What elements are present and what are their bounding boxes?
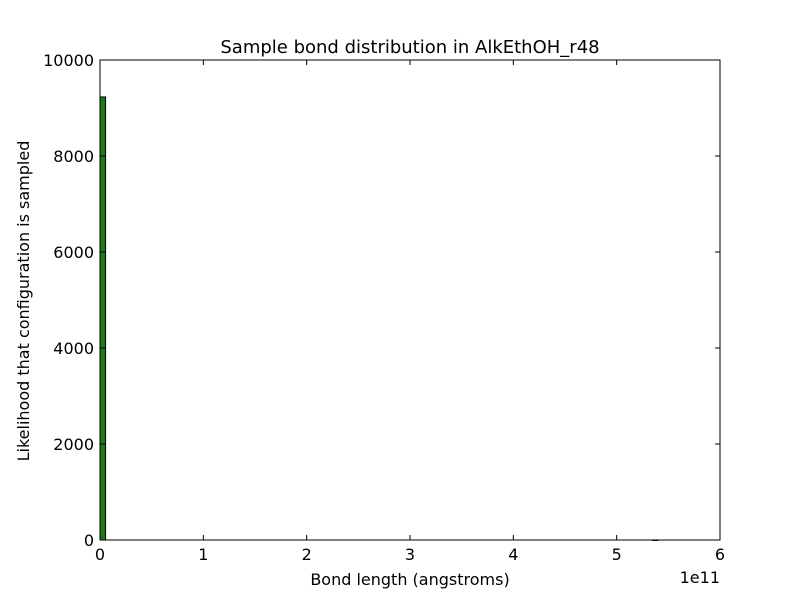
chart-title: Sample bond distribution in AlkEthOH_r48 — [220, 37, 599, 58]
x-axis-label: Bond length (angstroms) — [310, 570, 509, 589]
y-tick-label: 6000 — [53, 243, 94, 262]
y-tick-label: 4000 — [53, 339, 94, 358]
x-tick-label: 4 — [508, 545, 518, 564]
x-tick-label: 3 — [405, 545, 415, 564]
y-tick-label: 0 — [84, 531, 94, 550]
y-tick-label: 10000 — [43, 51, 94, 70]
x-offset-text: 1e11 — [680, 568, 720, 587]
y-tick-label: 8000 — [53, 147, 94, 166]
x-axis: 0 1 2 3 4 5 6 — [95, 60, 725, 564]
plot-area: 0 1 2 3 4 5 6 0 2000 4000 6000 8000 10000 — [43, 51, 725, 564]
x-tick-label: 6 — [715, 545, 725, 564]
x-tick-label: 1 — [198, 545, 208, 564]
bars — [99, 96, 659, 541]
x-tick-label: 2 — [302, 545, 312, 564]
y-axis-label: Likelihood that configuration is sampled — [14, 141, 33, 462]
histogram-bar — [99, 96, 107, 541]
histogram-bar — [651, 539, 659, 541]
y-axis: 0 2000 4000 6000 8000 10000 — [43, 51, 720, 550]
y-tick-label: 2000 — [53, 435, 94, 454]
x-tick-label: 5 — [612, 545, 622, 564]
plot-frame — [99, 59, 721, 541]
x-tick-label: 0 — [95, 545, 105, 564]
